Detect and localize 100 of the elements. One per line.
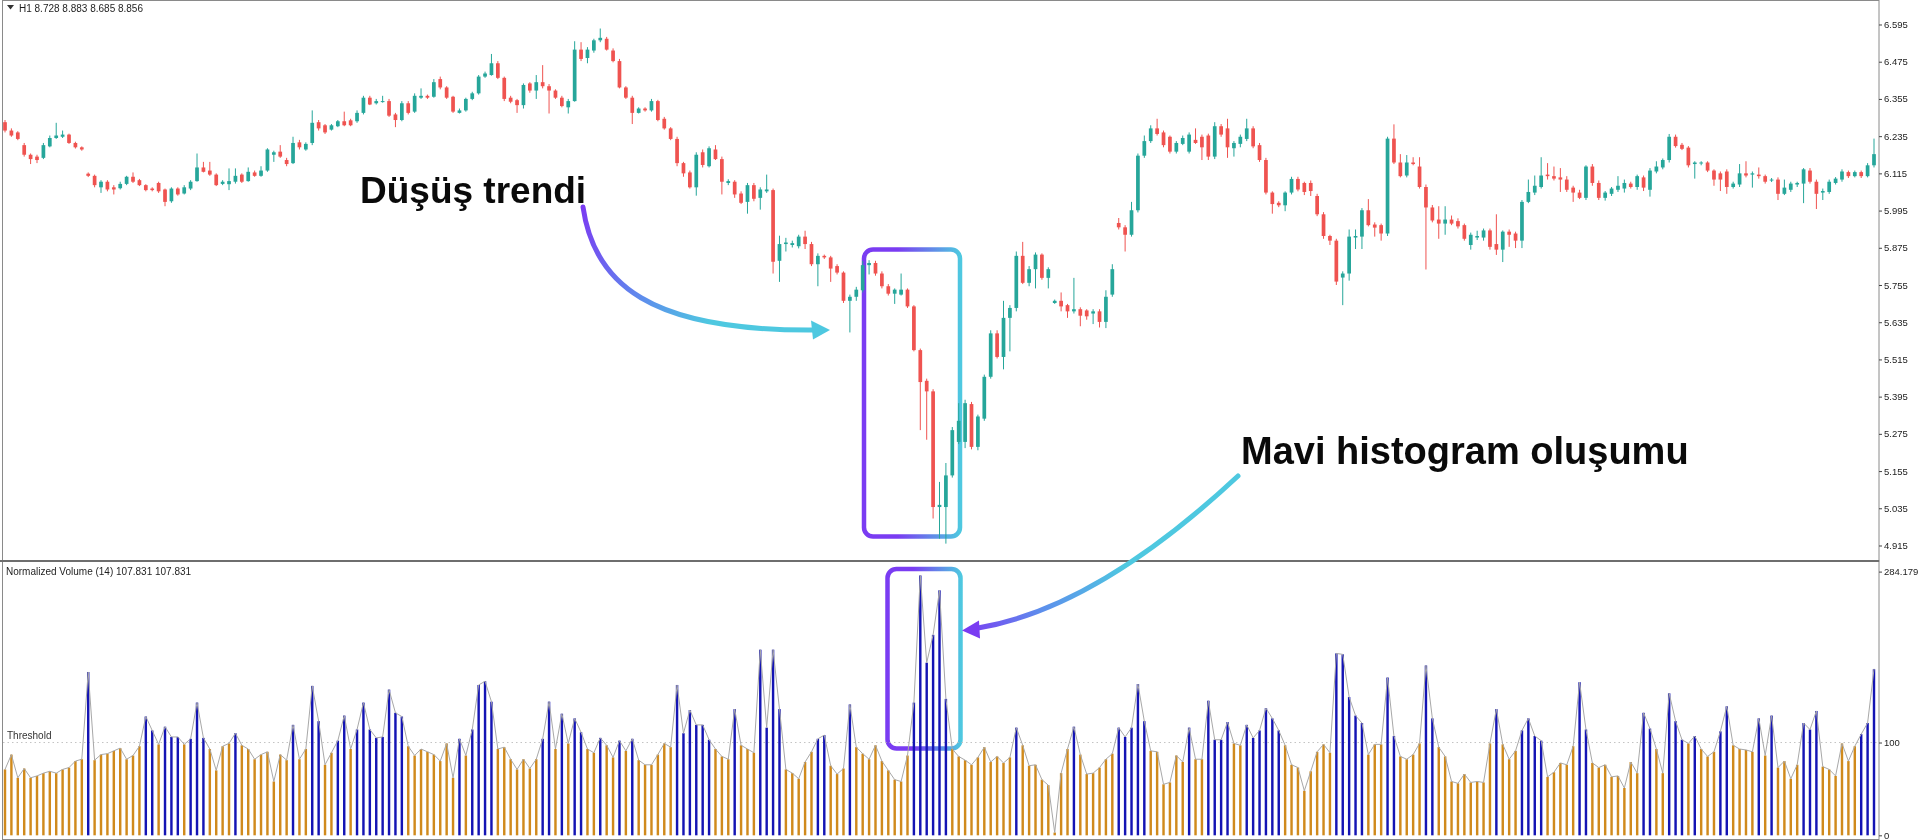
- candlestick: [431, 78, 436, 99]
- candlestick: [502, 76, 507, 102]
- candlestick: [1027, 265, 1031, 287]
- y-tick-label: 5.875: [1884, 242, 1908, 254]
- bar: [1463, 774, 1466, 836]
- chart-title: H1 8.728 8.883 8.685 8.856: [19, 2, 144, 14]
- candlestick: [1424, 184, 1428, 270]
- bar: [855, 747, 858, 836]
- candlestick: [1244, 118, 1249, 142]
- candlestick: [1596, 179, 1601, 201]
- bar: [285, 760, 288, 836]
- bar: [1021, 745, 1024, 836]
- candlestick: [995, 329, 999, 359]
- y-tick-label: 6.355: [1884, 93, 1908, 105]
- bar: [1194, 759, 1197, 836]
- candlestick: [1718, 170, 1723, 192]
- bar: [349, 749, 352, 836]
- bar: [829, 765, 832, 836]
- y-tick-label: 100: [1884, 737, 1900, 749]
- candlestick: [1040, 252, 1044, 281]
- bar: [957, 756, 960, 836]
- bar: [1226, 722, 1229, 836]
- bar: [1834, 775, 1837, 836]
- candlestick: [547, 83, 551, 114]
- bar: [1015, 727, 1018, 836]
- bar: [842, 768, 845, 836]
- bar: [362, 702, 365, 836]
- bar: [394, 712, 397, 836]
- bar: [1482, 782, 1485, 836]
- candlestick: [630, 95, 635, 125]
- bar: [1335, 653, 1338, 836]
- candlestick: [534, 74, 539, 100]
- candlestick: [1206, 133, 1211, 161]
- bar: [1258, 730, 1261, 836]
- candlestick: [1488, 228, 1492, 251]
- bar: [810, 751, 813, 836]
- bar: [189, 738, 192, 836]
- bar: [1642, 712, 1645, 836]
- bar: [426, 751, 429, 836]
- candlestick: [1712, 168, 1716, 187]
- candlestick: [1187, 131, 1191, 155]
- bar: [765, 727, 768, 836]
- candlestick: [1456, 217, 1460, 230]
- candlestick: [419, 87, 423, 100]
- bar: [1770, 715, 1773, 836]
- candlestick: [310, 109, 315, 146]
- candlestick: [1500, 229, 1505, 263]
- candlestick: [758, 186, 763, 211]
- candlestick: [1539, 156, 1544, 190]
- candlestick: [1392, 123, 1396, 165]
- bar: [1290, 764, 1293, 836]
- candlestick: [828, 255, 833, 283]
- bar: [1559, 762, 1562, 836]
- bar: [1162, 784, 1165, 836]
- y-tick-label: 5.995: [1884, 205, 1908, 217]
- candlestick: [1558, 167, 1563, 193]
- y-tick-label: 5.035: [1884, 502, 1908, 514]
- candlestick: [720, 156, 724, 195]
- bar: [746, 749, 749, 836]
- bar: [413, 755, 416, 836]
- candlestick: [1724, 168, 1729, 195]
- y-tick-label: 6.235: [1884, 130, 1908, 142]
- bar: [970, 764, 973, 836]
- bar: [989, 762, 992, 836]
- candlestick: [227, 167, 231, 191]
- candlestick: [1379, 223, 1383, 242]
- bar: [1367, 754, 1370, 836]
- bar: [1207, 700, 1210, 836]
- candlestick: [1008, 304, 1012, 352]
- candlestick: [1667, 133, 1672, 163]
- candlestick: [803, 230, 807, 250]
- bar: [61, 769, 64, 836]
- candlestick: [259, 165, 263, 178]
- annotation: Düşüş trendi: [360, 170, 587, 211]
- bar: [605, 745, 608, 836]
- bar: [1495, 709, 1498, 836]
- candlestick: [924, 378, 929, 441]
- candlestick: [1046, 266, 1051, 289]
- bar: [1322, 744, 1325, 836]
- bar: [1111, 753, 1114, 836]
- candlestick: [131, 171, 135, 184]
- candlestick: [399, 100, 404, 122]
- bar: [1354, 715, 1357, 836]
- bar: [266, 751, 269, 836]
- candlestick: [1232, 140, 1236, 158]
- bar: [919, 575, 922, 836]
- bar: [1591, 762, 1594, 836]
- candlestick: [195, 153, 199, 183]
- bar: [202, 737, 205, 836]
- bar: [509, 759, 512, 836]
- y-tick-label: 0: [1884, 829, 1890, 840]
- candlestick: [656, 99, 660, 122]
- bar: [1623, 788, 1626, 836]
- candlestick: [1328, 234, 1332, 246]
- bar: [157, 744, 160, 836]
- candlestick: [752, 182, 756, 202]
- bar: [682, 733, 685, 836]
- candlestick: [412, 92, 417, 114]
- bar: [1866, 723, 1869, 836]
- bar: [1514, 750, 1517, 836]
